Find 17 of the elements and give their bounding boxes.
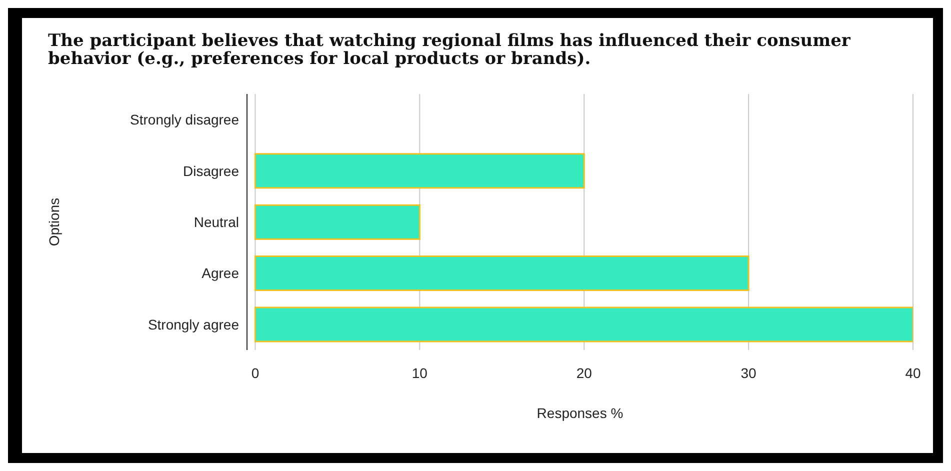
x-tick-label: 20 [576,364,592,381]
y-axis-title: Options [46,198,62,246]
x-tick-label: 0 [251,364,260,381]
y-tick-label: Strongly disagree [130,112,240,128]
chart-title: The participant believes that watching regional films has influenced their consumer behavior (e.g., preferences for local products or brands). [48,31,852,69]
bar [254,306,913,342]
x-tick-label: 40 [905,364,921,381]
bar [254,256,750,292]
y-tick-label: Agree [202,265,240,282]
y-tick-label: Strongly agree [148,316,240,332]
bar [254,204,420,240]
bar [254,153,585,189]
y-tick-label: Disagree [182,162,240,179]
x-axis-title: Responses % [536,405,624,421]
x-tick-label: 10 [412,364,428,381]
x-tick-label: 30 [740,364,757,381]
y-tick-label: Neutral [194,214,239,230]
